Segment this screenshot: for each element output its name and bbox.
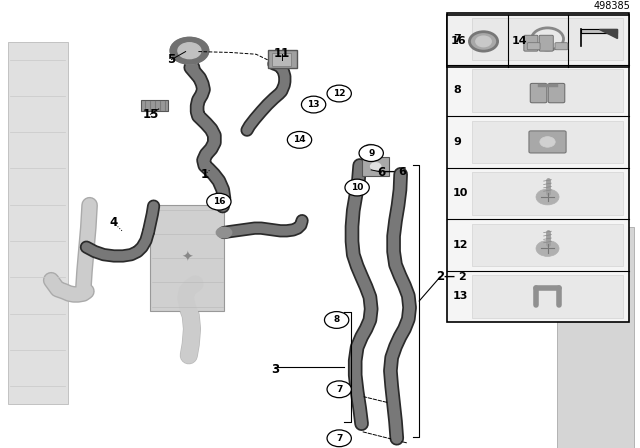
FancyBboxPatch shape: [472, 17, 623, 60]
Polygon shape: [598, 29, 617, 38]
Text: 15: 15: [142, 108, 159, 121]
FancyBboxPatch shape: [472, 224, 623, 266]
Circle shape: [540, 137, 555, 147]
Text: 9: 9: [453, 137, 461, 147]
FancyBboxPatch shape: [472, 172, 623, 215]
Circle shape: [536, 189, 559, 205]
Text: 14: 14: [293, 135, 306, 144]
Text: 13: 13: [307, 100, 320, 109]
Circle shape: [170, 38, 209, 64]
Circle shape: [345, 179, 369, 196]
Text: 2: 2: [436, 270, 444, 283]
Text: 7: 7: [453, 34, 461, 44]
Text: — 6: — 6: [384, 167, 407, 177]
FancyBboxPatch shape: [362, 157, 389, 176]
Text: 9: 9: [368, 149, 374, 158]
FancyBboxPatch shape: [557, 227, 634, 448]
Text: 8: 8: [333, 315, 340, 324]
FancyBboxPatch shape: [472, 69, 623, 112]
Text: 12: 12: [453, 240, 468, 250]
FancyBboxPatch shape: [8, 42, 68, 404]
Text: 10: 10: [453, 189, 468, 198]
Text: 6: 6: [378, 166, 385, 179]
Text: 13: 13: [453, 292, 468, 302]
FancyBboxPatch shape: [555, 43, 568, 50]
Circle shape: [207, 193, 231, 210]
FancyBboxPatch shape: [530, 83, 547, 103]
Text: 10: 10: [351, 183, 364, 192]
Circle shape: [170, 38, 209, 64]
FancyBboxPatch shape: [272, 53, 291, 66]
FancyBboxPatch shape: [150, 205, 224, 311]
Circle shape: [178, 43, 201, 59]
Text: 16: 16: [451, 36, 466, 47]
Text: 7: 7: [336, 385, 342, 394]
Circle shape: [359, 145, 383, 161]
FancyBboxPatch shape: [472, 275, 623, 318]
FancyBboxPatch shape: [529, 131, 566, 153]
FancyBboxPatch shape: [548, 83, 564, 103]
FancyBboxPatch shape: [268, 50, 297, 69]
Circle shape: [470, 32, 498, 51]
Circle shape: [216, 227, 232, 238]
Text: 11: 11: [273, 47, 290, 60]
Circle shape: [371, 163, 381, 170]
FancyBboxPatch shape: [447, 13, 629, 322]
Circle shape: [327, 430, 351, 447]
FancyBboxPatch shape: [472, 121, 623, 163]
Circle shape: [536, 241, 559, 256]
Text: 5: 5: [168, 53, 175, 66]
Circle shape: [327, 85, 351, 102]
Circle shape: [476, 36, 492, 47]
FancyBboxPatch shape: [539, 35, 553, 51]
FancyBboxPatch shape: [527, 43, 540, 50]
Text: 4: 4: [110, 216, 118, 229]
Circle shape: [324, 312, 349, 328]
Text: 3: 3: [271, 363, 279, 376]
Text: — 2: — 2: [444, 272, 467, 282]
Polygon shape: [581, 29, 617, 34]
FancyBboxPatch shape: [447, 15, 629, 68]
Text: 16: 16: [212, 197, 225, 206]
Text: ✦: ✦: [181, 251, 193, 265]
Circle shape: [327, 381, 351, 398]
FancyBboxPatch shape: [141, 100, 168, 111]
FancyBboxPatch shape: [524, 35, 538, 51]
Text: 8: 8: [453, 86, 461, 95]
Text: 1: 1: [201, 168, 209, 181]
Circle shape: [287, 131, 312, 148]
Text: 14: 14: [511, 36, 527, 47]
Text: 7: 7: [336, 434, 342, 443]
Text: 12: 12: [333, 89, 346, 98]
Circle shape: [301, 96, 326, 113]
Text: 498385: 498385: [593, 1, 630, 11]
Circle shape: [364, 144, 376, 153]
